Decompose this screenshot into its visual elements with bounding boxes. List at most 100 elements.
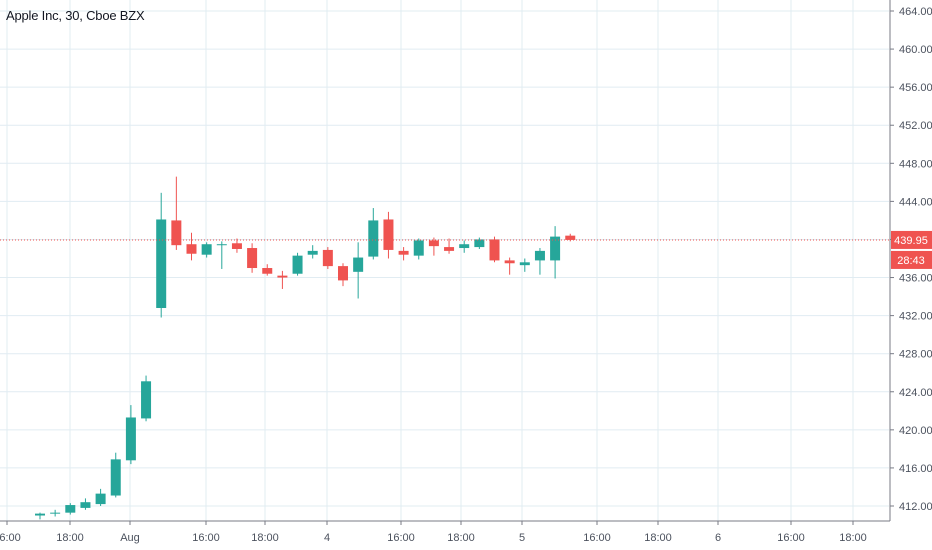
candle-body (247, 248, 258, 269)
y-tick-label: 412.00 (899, 501, 932, 513)
candle-body (353, 257, 364, 272)
candle-body (413, 240, 424, 256)
candle (292, 252, 303, 276)
candle (444, 238, 455, 254)
candle-body (125, 417, 136, 461)
candle-body (459, 244, 470, 249)
x-tick-label: 18:00 (251, 532, 279, 544)
candle-body (322, 249, 333, 267)
candle-body (277, 275, 288, 278)
candle (338, 263, 348, 287)
candle-body (338, 266, 348, 281)
candle-body (80, 502, 91, 508)
candle-body (398, 250, 409, 255)
y-tick-label: 444.00 (899, 196, 932, 208)
candle (322, 247, 333, 269)
x-tick-label: 18:00 (56, 532, 84, 544)
candle-body (565, 235, 576, 240)
candle-body (307, 250, 318, 255)
symbol-title: Apple Inc, 30, Cboe BZX (6, 8, 145, 23)
candle (125, 405, 136, 465)
candle (550, 226, 561, 279)
candle-body (550, 236, 561, 261)
last-price-label-bg (891, 230, 932, 249)
candle (368, 208, 379, 260)
x-tick-label: Aug (120, 532, 140, 544)
candle (307, 245, 318, 259)
countdown-label-bg (891, 250, 932, 269)
x-tick-label: 5 (519, 532, 525, 544)
candle (262, 264, 273, 276)
candle-body (186, 244, 197, 254)
candle (519, 258, 530, 272)
x-tick-label: 18:00 (447, 532, 475, 544)
y-tick-label: 448.00 (899, 158, 932, 170)
candle-body (428, 240, 439, 247)
x-tick-label: 16:00 (583, 532, 611, 544)
y-tick-label: 460.00 (899, 44, 932, 56)
x-tick-label: 18:00 (644, 532, 672, 544)
candle-body (65, 505, 76, 513)
candle-body (474, 239, 485, 248)
candle-body (50, 512, 61, 514)
y-tick-label: 464.00 (899, 6, 932, 18)
candle (156, 192, 167, 318)
candle-body (519, 262, 530, 266)
candle-body (292, 255, 303, 274)
candles (35, 176, 576, 520)
candle (141, 375, 152, 422)
candle-body (534, 250, 545, 261)
x-tick-label: 6 (715, 532, 721, 544)
candle-body (504, 260, 515, 264)
candle (428, 237, 439, 256)
candle (95, 488, 106, 506)
candle-body (231, 243, 242, 249)
x-tick-label: 16:00 (777, 532, 805, 544)
candle (201, 242, 212, 258)
candle-body (368, 220, 379, 257)
candle (35, 512, 45, 520)
candle (474, 237, 485, 249)
candle (80, 498, 91, 510)
candle (489, 236, 500, 263)
candle (413, 238, 424, 260)
x-tick-label: 16:00 (192, 532, 220, 544)
y-tick-label: 416.00 (899, 463, 932, 475)
countdown-label: 28:43 (897, 255, 925, 267)
x-tick-label: 18:00 (839, 532, 867, 544)
candle (186, 232, 197, 261)
candle (50, 509, 61, 517)
candle (398, 247, 409, 261)
last-price-label: 439.95 (894, 235, 928, 247)
candle (110, 452, 121, 498)
candle-body (35, 513, 45, 516)
candle-body (262, 268, 273, 274)
candle (277, 270, 288, 289)
y-tick-label: 428.00 (899, 349, 932, 361)
candle-body (156, 219, 167, 308)
candle-body (216, 244, 227, 246)
y-tick-label: 420.00 (899, 425, 932, 437)
candle-body (171, 220, 182, 246)
candle-body (444, 247, 455, 251)
y-tick-label: 452.00 (899, 120, 932, 132)
candle-body (489, 239, 500, 261)
candle (247, 243, 258, 273)
y-tick-label: 456.00 (899, 82, 932, 94)
candle-body (110, 459, 121, 496)
candle (383, 211, 394, 259)
x-tick-label: 4 (324, 532, 330, 544)
x-tick-label: 16:00 (0, 532, 21, 544)
candle (216, 241, 227, 269)
candle (231, 238, 242, 253)
candle-body (141, 381, 152, 419)
y-tick-label: 424.00 (899, 387, 932, 399)
candle-body (95, 493, 106, 505)
candle (534, 248, 545, 275)
candle (504, 257, 515, 275)
